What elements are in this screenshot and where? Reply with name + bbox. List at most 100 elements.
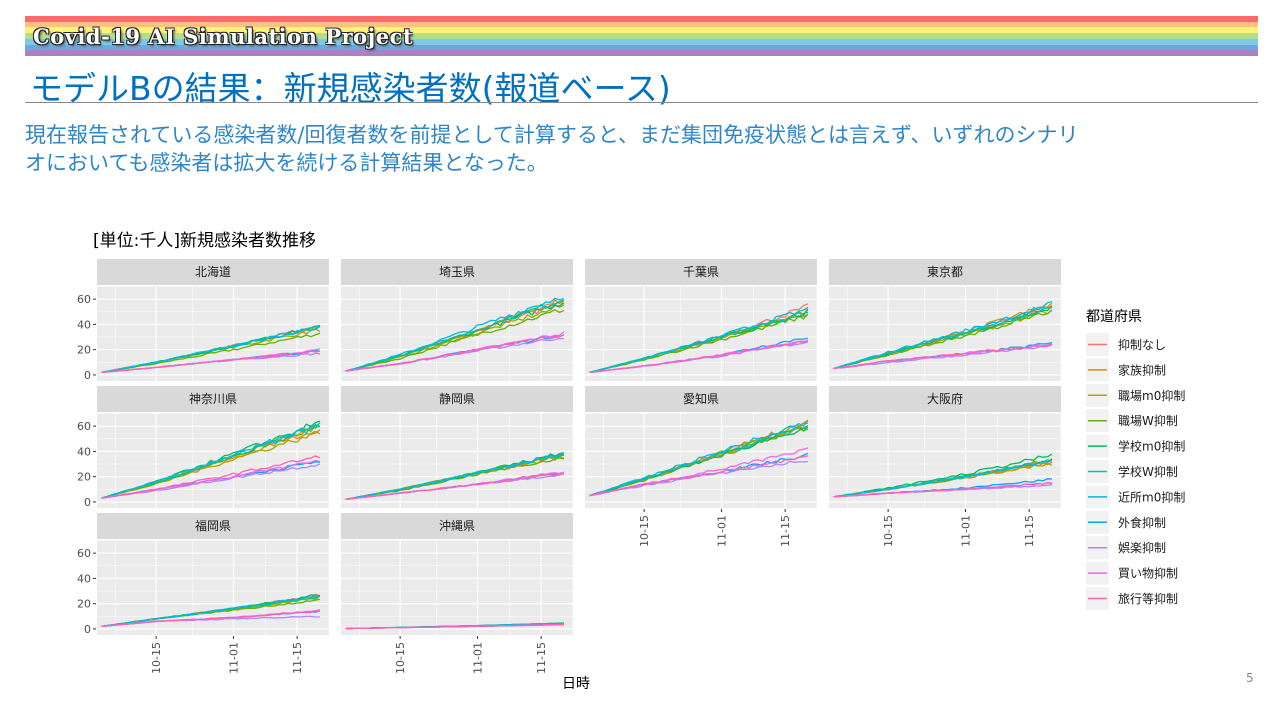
legend-label: 抑制なし bbox=[1118, 337, 1166, 352]
panel-東京都: 東京都 bbox=[829, 259, 1062, 381]
legend-item: 近所m0抑制 bbox=[1086, 485, 1185, 509]
y-tick-label: 60 bbox=[77, 293, 91, 306]
facet-strip bbox=[97, 513, 329, 539]
y-tick-label: 20 bbox=[77, 344, 91, 357]
project-banner-title: Covid-19 AI Simulation Project bbox=[33, 24, 414, 49]
y-tick-label: 40 bbox=[77, 318, 91, 331]
legend-item: 旅行等抑制 bbox=[1086, 587, 1178, 610]
panel-background bbox=[585, 286, 817, 381]
y-tick-label: 40 bbox=[77, 572, 91, 585]
rainbow-stripe bbox=[25, 33, 1258, 39]
facet-label: 大阪府 bbox=[927, 391, 963, 406]
facet-label: 福岡県 bbox=[195, 518, 231, 533]
banner-rainbow bbox=[25, 16, 1258, 57]
legend-item: 外食抑制 bbox=[1086, 510, 1166, 534]
series-line-職場W抑制 bbox=[589, 313, 809, 374]
panel-background bbox=[341, 540, 573, 635]
series-line-旅行等抑制 bbox=[345, 623, 564, 630]
x-tick-label: 10-15 bbox=[394, 642, 407, 674]
legend-label: 学校m0抑制 bbox=[1118, 439, 1185, 454]
y-tick-label: 20 bbox=[77, 598, 91, 611]
legend-label: 職場W抑制 bbox=[1118, 413, 1178, 428]
panel-沖縄県: 沖縄県 10-15 11-01 11-15 bbox=[341, 513, 574, 674]
panel-background bbox=[97, 540, 329, 635]
facet-strip bbox=[97, 259, 329, 285]
x-tick-label: 11-15 bbox=[779, 515, 792, 547]
series-line-近所m0抑制 bbox=[589, 306, 809, 374]
series-line-旅行等抑制 bbox=[101, 455, 321, 499]
legend-item: 抑制なし bbox=[1086, 333, 1166, 356]
x-tick-label: 11-15 bbox=[291, 642, 304, 674]
panel-愛知県: 愛知県 10-15 11-01 11-15 bbox=[585, 386, 818, 547]
facet-strip bbox=[341, 513, 573, 539]
y-tick-label: 60 bbox=[77, 420, 91, 433]
y-tick-label: 60 bbox=[77, 547, 91, 560]
series-line-学校W抑制 bbox=[833, 307, 1052, 370]
panel-千葉県: 千葉県 bbox=[585, 259, 818, 381]
y-tick-label: 0 bbox=[84, 623, 91, 636]
legend-label: 買い物抑制 bbox=[1118, 566, 1178, 581]
panel-埼玉県: 埼玉県 bbox=[341, 259, 574, 381]
rainbow-stripe bbox=[25, 16, 1258, 22]
series-line-近所m0抑制 bbox=[345, 453, 565, 501]
rainbow-stripe bbox=[25, 50, 1258, 57]
series-line-旅行等抑制 bbox=[101, 610, 320, 628]
x-tick-label: 11-01 bbox=[227, 642, 240, 674]
panel-background bbox=[829, 413, 1061, 508]
series-line-旅行等抑制 bbox=[833, 343, 1053, 370]
legend: 抑制なし家族抑制職場m0抑制職場W抑制学校m0抑制学校W抑制近所m0抑制外食抑制… bbox=[1086, 333, 1185, 610]
x-tick-label: 10-15 bbox=[150, 642, 163, 674]
legend-label: 学校W抑制 bbox=[1118, 464, 1178, 479]
y-tick-label: 20 bbox=[77, 471, 91, 484]
x-tick-label: 11-01 bbox=[715, 515, 728, 547]
series-line-旅行等抑制 bbox=[589, 340, 808, 374]
series-line-旅行等抑制 bbox=[101, 350, 320, 374]
rainbow-stripe bbox=[25, 44, 1258, 51]
slide-body-text: 現在報告されている感染者数/回復者数を前提として計算すると、まだ集団免疫状態とは… bbox=[25, 121, 1265, 177]
facet-strip bbox=[829, 259, 1061, 285]
facet-strip bbox=[97, 386, 329, 412]
panel-北海道: 北海道 0 20 40 60 bbox=[77, 259, 330, 382]
series-line-旅行等抑制 bbox=[345, 472, 565, 501]
rainbow-stripe bbox=[25, 27, 1258, 34]
series-line-近所m0抑制 bbox=[833, 301, 1053, 370]
legend-item: 学校W抑制 bbox=[1086, 460, 1178, 483]
series-line-職場W抑制 bbox=[345, 309, 565, 372]
x-tick-label: 11-15 bbox=[535, 642, 548, 674]
x-tick-label: 10-15 bbox=[882, 515, 895, 547]
legend-title: 都道府県 bbox=[1086, 309, 1142, 325]
facet-label: 静岡県 bbox=[439, 392, 475, 406]
y-tick-label: 40 bbox=[77, 445, 91, 458]
series-line-旅行等抑制 bbox=[833, 481, 1053, 498]
series-line-近所m0抑制 bbox=[101, 594, 320, 628]
rainbow-stripe bbox=[25, 21, 1258, 28]
y-tick-label: 0 bbox=[84, 369, 91, 382]
panel-福岡県: 福岡県 0 20 40 60 10-15 11-01 11-15 bbox=[77, 513, 330, 674]
slide-title: モデルBの結果：新規感染者数(報道ベース) bbox=[30, 69, 671, 108]
series-line-旅行等抑制 bbox=[345, 334, 565, 372]
legend-item: 職場m0抑制 bbox=[1086, 383, 1185, 407]
series-line-近所m0抑制 bbox=[345, 297, 565, 372]
page-number: 5 bbox=[1246, 671, 1254, 685]
x-tick-label: 10-15 bbox=[638, 515, 651, 547]
legend-item: 家族抑制 bbox=[1086, 358, 1166, 382]
facet-label: 沖縄県 bbox=[439, 518, 475, 533]
panel-静岡県: 静岡県 bbox=[341, 386, 574, 508]
body-line-1: 現在報告されている感染者数/回復者数を前提として計算すると、まだ集団免疫状態とは… bbox=[25, 123, 1079, 147]
facet-strip bbox=[341, 386, 573, 412]
panel-background bbox=[585, 413, 817, 508]
legend-item: 娯楽抑制 bbox=[1086, 536, 1166, 560]
facet-label: 北海道 bbox=[195, 264, 231, 279]
facet-label: 神奈川県 bbox=[189, 392, 237, 406]
legend-item: 買い物抑制 bbox=[1086, 561, 1178, 585]
facet-strip bbox=[585, 259, 817, 285]
rainbow-stripe bbox=[25, 38, 1258, 45]
panel-background bbox=[829, 286, 1061, 381]
facet-label: 東京都 bbox=[927, 265, 963, 279]
series-line-近所m0抑制 bbox=[833, 459, 1053, 498]
series-line-近所m0抑制 bbox=[101, 423, 321, 499]
facet-label: 愛知県 bbox=[683, 392, 719, 406]
x-tick-label: 11-15 bbox=[1023, 515, 1036, 547]
panel-神奈川県: 神奈川県 0 20 40 60 bbox=[77, 386, 330, 509]
